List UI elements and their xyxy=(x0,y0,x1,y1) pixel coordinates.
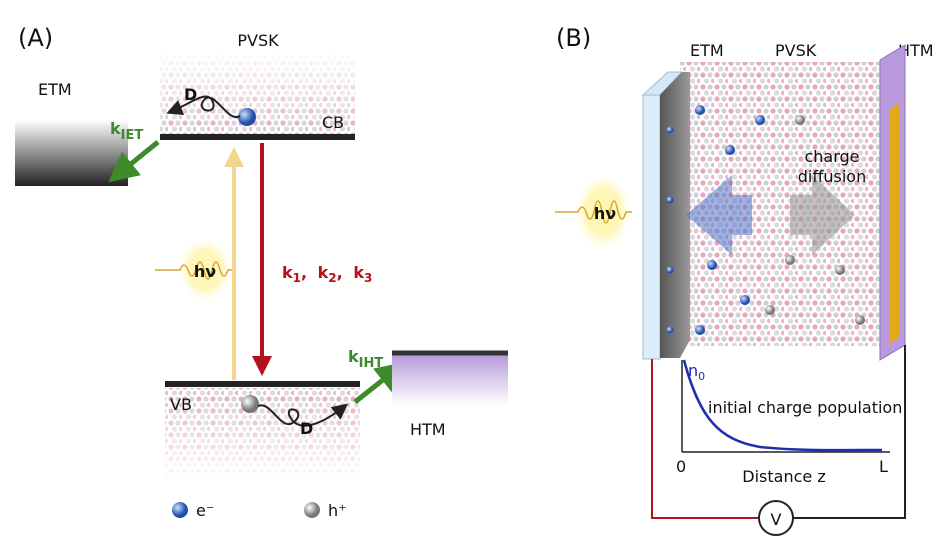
electrode xyxy=(890,102,900,344)
n: n xyxy=(688,361,698,380)
k: k xyxy=(318,263,329,282)
x-label: Distance z xyxy=(742,467,825,486)
k: k xyxy=(110,119,121,138)
legend-label: h⁺ xyxy=(328,501,347,520)
arrow-label: charge xyxy=(804,147,859,166)
arrow-label: diffusion xyxy=(798,167,866,186)
electron xyxy=(238,108,256,126)
legend-electron xyxy=(172,502,188,518)
diffusion-label: D xyxy=(184,85,197,104)
subscript: 0 xyxy=(698,370,705,383)
voltmeter-label: V xyxy=(771,510,782,529)
x-start: 0 xyxy=(676,457,686,476)
subscript: IHT xyxy=(359,356,384,371)
k: k xyxy=(282,263,293,282)
x-end: L xyxy=(879,457,888,476)
legend-hole xyxy=(304,502,320,518)
diffusion-label: D xyxy=(300,419,313,438)
etm-label: ETM xyxy=(38,80,72,99)
cb-label: CB xyxy=(322,113,344,132)
wire xyxy=(793,345,905,518)
subscript: 1 xyxy=(293,271,301,285)
panel-label: (A) xyxy=(18,24,53,52)
photon-label: hν xyxy=(194,262,216,281)
curve-label: initial charge population xyxy=(708,398,902,417)
panel-label: (B) xyxy=(556,24,591,52)
separator: , xyxy=(301,263,307,282)
etm-label: ETM xyxy=(690,41,724,60)
separator: , xyxy=(337,263,343,282)
n0-label: n0 xyxy=(688,361,705,383)
htm-label: HTM xyxy=(410,420,446,439)
subscript: 3 xyxy=(364,271,372,285)
vb-label: VB xyxy=(170,395,192,414)
recombination-label: k1, k2, k3 xyxy=(282,263,372,285)
pvsk-label: PVSK xyxy=(237,31,279,50)
diagram: (A) PVSK D CB ETM kIET hν k1, k2, k3 VB … xyxy=(0,0,942,536)
subscript: 2 xyxy=(328,271,336,285)
glass xyxy=(643,95,660,359)
photon-label: hν xyxy=(594,204,616,223)
subscript: IET xyxy=(121,128,144,143)
wire xyxy=(652,359,759,518)
legend-label: e⁻ xyxy=(196,501,214,520)
etm-layer xyxy=(660,72,690,358)
k: k xyxy=(348,347,359,366)
hole xyxy=(241,395,259,413)
htm-block xyxy=(392,355,508,405)
pvsk-label: PVSK xyxy=(775,41,817,60)
fade xyxy=(165,388,360,480)
k: k xyxy=(353,263,364,282)
iht-arrow xyxy=(355,368,398,402)
k-iht: kIHT xyxy=(348,347,383,371)
